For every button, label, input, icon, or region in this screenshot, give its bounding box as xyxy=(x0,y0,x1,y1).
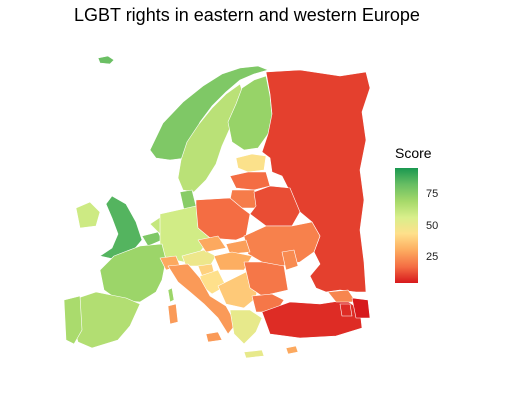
region-cyprus xyxy=(285,345,299,355)
region-corsica xyxy=(167,287,175,303)
region-sardinia xyxy=(167,303,179,325)
region-ireland xyxy=(75,201,101,229)
region-estonia xyxy=(235,153,267,173)
region-spain xyxy=(71,291,141,349)
legend-tick-label: 25 xyxy=(426,251,439,264)
region-crete xyxy=(243,349,265,359)
region-latvia xyxy=(229,171,271,191)
region-azerbaijan xyxy=(351,297,371,319)
region-sicily xyxy=(205,331,223,343)
legend-tick-label: 50 xyxy=(426,219,439,232)
region-belgium xyxy=(141,231,163,247)
region-georgia xyxy=(327,289,357,303)
region-turkey xyxy=(261,299,363,339)
region-ukraine xyxy=(243,221,321,267)
region-russia xyxy=(261,69,371,293)
region-romania xyxy=(243,261,289,297)
region-greece xyxy=(229,309,263,345)
region-finland xyxy=(227,75,273,151)
chart-title: LGBT rights in eastern and western Europ… xyxy=(74,5,420,25)
region-portugal xyxy=(63,295,83,345)
region-armenia xyxy=(339,303,353,317)
region-italy xyxy=(167,263,237,335)
region-czechia xyxy=(197,235,227,253)
legend-colorbar xyxy=(395,168,418,283)
region-iceland xyxy=(97,55,115,65)
region-slovakia xyxy=(225,239,251,255)
region-moldova xyxy=(281,249,299,271)
legend-title: Score xyxy=(395,145,432,161)
legend-tick-label: 75 xyxy=(426,188,439,201)
